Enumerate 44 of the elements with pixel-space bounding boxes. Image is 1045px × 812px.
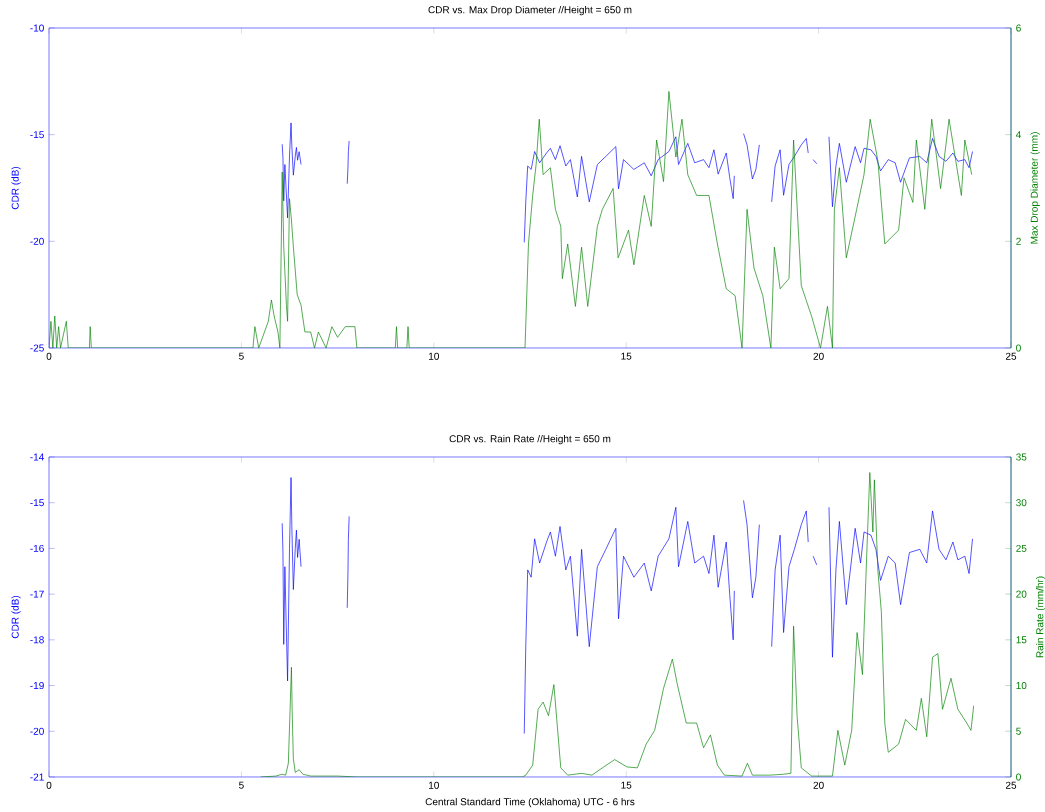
y2-tick-label: 2 bbox=[1016, 237, 1021, 245]
y-tick-label: -14 bbox=[30, 453, 44, 461]
x-axis-title: Central Standard Time (Oklahoma) UTC - 6 hrs bbox=[425, 797, 635, 808]
x-tick-label: 15 bbox=[621, 781, 632, 789]
y-axis-title: CDR (dB) bbox=[11, 166, 21, 210]
x-tick-label: 25 bbox=[1005, 781, 1017, 789]
y-tick-label: -16 bbox=[30, 544, 44, 552]
y2-tick-label: 4 bbox=[1015, 131, 1021, 139]
y2-tick-label: 35 bbox=[1016, 453, 1027, 461]
x-tick-label: 25 bbox=[1005, 352, 1017, 360]
x-tick-label: 0 bbox=[46, 781, 52, 789]
y2-tick-label: 25 bbox=[1016, 544, 1027, 552]
y-tick-label: -21 bbox=[30, 773, 44, 781]
x-tick-label: 15 bbox=[621, 352, 632, 360]
chart-title: CDR vs. Rain Rate //Height = 650 m bbox=[449, 434, 611, 445]
line-series bbox=[260, 472, 975, 777]
y2-tick-label: 15 bbox=[1016, 636, 1027, 644]
x-tick-label: 20 bbox=[813, 781, 824, 789]
y-tick-label: -15 bbox=[30, 499, 44, 507]
y2-tick-label: 20 bbox=[1016, 590, 1027, 598]
y-tick-label: -25 bbox=[30, 344, 44, 352]
y-tick-label: -10 bbox=[30, 24, 44, 32]
x-tick-label: 10 bbox=[429, 352, 439, 360]
y2-tick-label: 30 bbox=[1016, 499, 1027, 507]
y2-tick-label: 5 bbox=[1016, 727, 1021, 735]
x-tick-label: 5 bbox=[239, 352, 244, 360]
x-tick-label: 5 bbox=[239, 781, 244, 789]
y2-tick-label: 10 bbox=[1016, 682, 1027, 690]
y-tick-label: -20 bbox=[30, 237, 44, 245]
y2-tick-label: 6 bbox=[1016, 24, 1021, 32]
y2-axis-title: Rain Rate (mm/hr) bbox=[1036, 576, 1045, 658]
y2-axis-title: Max Drop Diameter (mm) bbox=[1030, 132, 1040, 244]
y-tick-label: -17 bbox=[30, 590, 44, 598]
y2-tick-label: 0 bbox=[1016, 773, 1021, 781]
chart-title: CDR vs. Max Drop Diameter //Height = 650 m bbox=[428, 5, 632, 16]
y-tick-label: -19 bbox=[30, 682, 44, 690]
y-tick-label: -18 bbox=[30, 636, 44, 644]
x-tick-label: 0 bbox=[46, 352, 52, 360]
x-tick-label: 10 bbox=[429, 781, 439, 789]
x-tick-label: 20 bbox=[813, 352, 824, 360]
y-tick-label: -20 bbox=[30, 727, 44, 735]
y-axis-title: CDR (dB) bbox=[11, 595, 21, 639]
y2-tick-label: 0 bbox=[1016, 344, 1021, 352]
y-tick-label: -15 bbox=[30, 131, 44, 139]
